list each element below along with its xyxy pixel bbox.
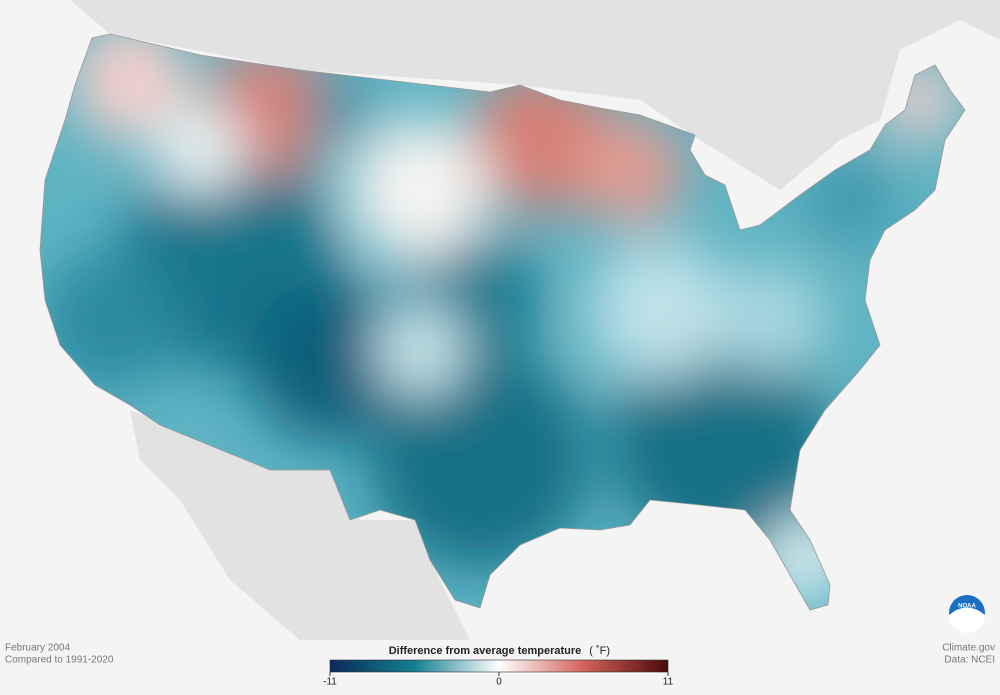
period: February 2004 [5, 643, 70, 654]
color-scale [329, 659, 669, 673]
source: Data: NCEI [944, 655, 995, 666]
temperature-field [40, 34, 965, 610]
tick-label: 11 [663, 677, 674, 688]
legend-ticks: -11 0 11 [323, 672, 674, 688]
tick-label: -11 [323, 677, 337, 688]
logo-text: NOAA [958, 604, 976, 610]
legend-unit: ( ˚F) [589, 645, 610, 657]
baseline: Compared to 1991-2020 [5, 655, 114, 666]
neighbor-land [60, 0, 1000, 640]
noaa-logo: NOAA [949, 595, 985, 633]
logo-wave [949, 607, 985, 633]
legend-title: Difference from average temperature [389, 645, 582, 657]
tick-label: 0 [496, 677, 502, 688]
site: Climate.gov [942, 643, 995, 654]
